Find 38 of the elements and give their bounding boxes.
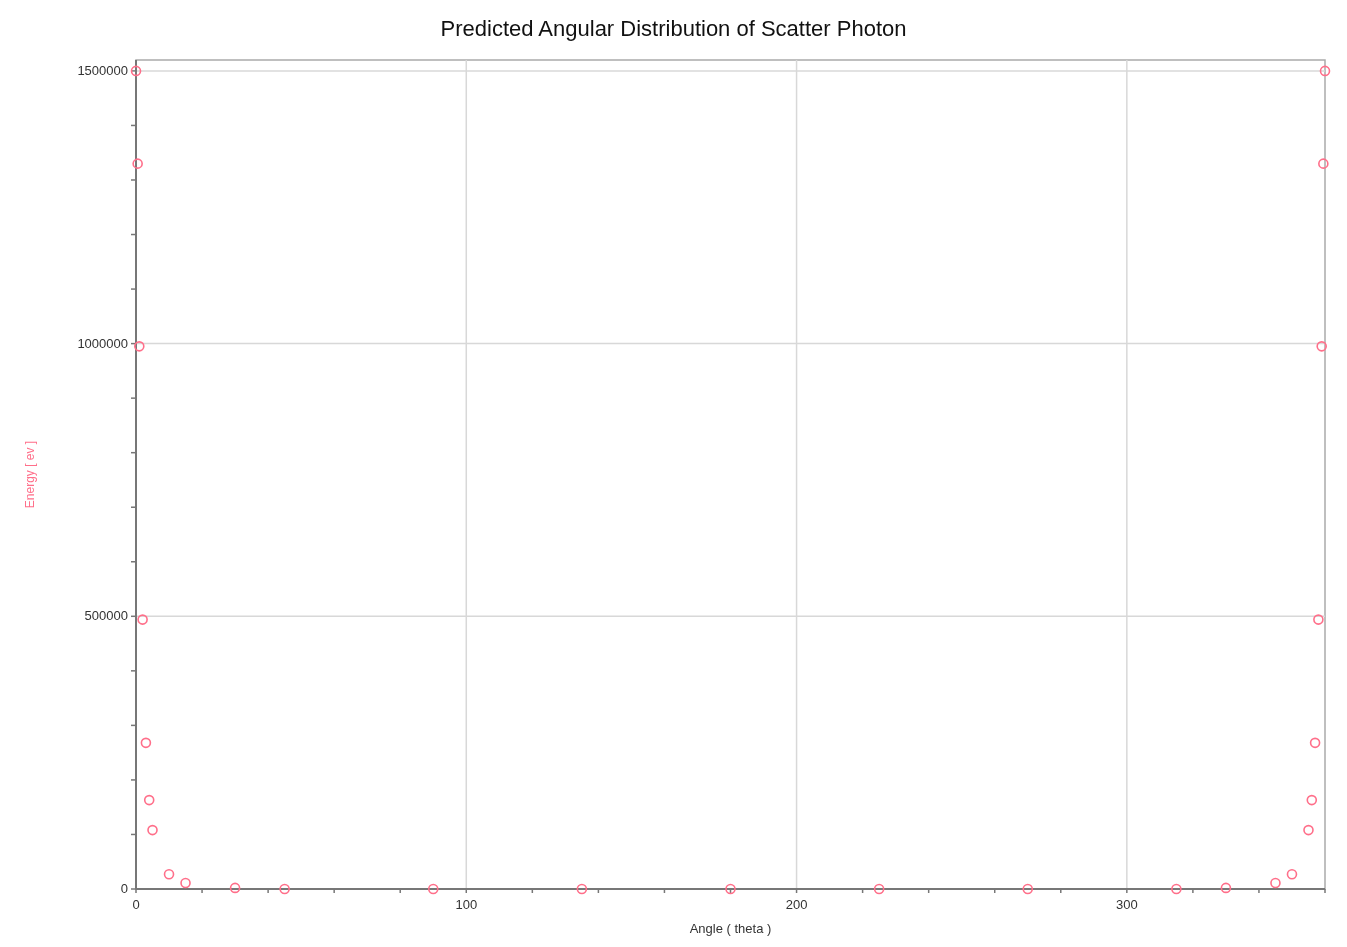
point (147, 824, 158, 836)
point (427, 883, 439, 895)
point (1286, 868, 1298, 880)
chart-title: Predicted Angular Distribution of Scatter Photon (440, 16, 907, 41)
y-tick-label: 1500000 (77, 62, 128, 78)
point (725, 883, 736, 895)
point (130, 65, 142, 77)
point (1270, 877, 1281, 889)
y-tick-label: 500000 (84, 608, 128, 624)
x-tick-label: 100 (455, 897, 478, 912)
point (134, 341, 145, 352)
point (1313, 614, 1324, 625)
point (1306, 794, 1318, 806)
x-tick-label: 0 (132, 897, 140, 912)
x-axis-title: Angle ( theta ) (689, 921, 772, 936)
point (1316, 341, 1327, 352)
point (163, 868, 175, 880)
point (229, 882, 241, 894)
x-tick-label: 300 (1115, 897, 1138, 912)
y-tick-label: 0 (120, 881, 128, 896)
y-tick-label: 1000000 (77, 335, 128, 351)
point (576, 883, 588, 895)
point (180, 877, 191, 889)
point (1171, 883, 1182, 895)
point (140, 737, 152, 749)
point (279, 883, 290, 895)
point (1022, 883, 1034, 895)
y-axis-title: Energy [ ev ] (23, 440, 37, 509)
point (143, 794, 155, 806)
point (873, 883, 885, 895)
point (1318, 158, 1329, 169)
point (137, 614, 148, 625)
x-tick-label: 200 (785, 897, 808, 912)
point (132, 158, 143, 169)
point (1220, 882, 1232, 894)
point (1309, 737, 1321, 749)
point (1303, 824, 1314, 836)
point (1319, 65, 1331, 77)
